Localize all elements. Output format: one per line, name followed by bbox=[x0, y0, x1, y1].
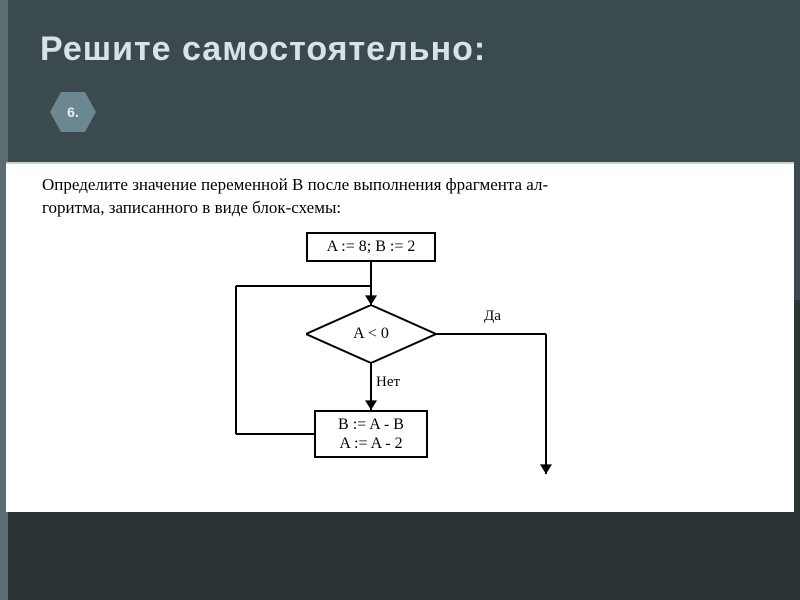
flowchart-node-body: B := A - B A := A - 2 bbox=[314, 410, 428, 458]
flowchart-node-init: A := 8; B := 2 bbox=[306, 232, 436, 262]
badge-hexagon: 6. bbox=[50, 92, 96, 132]
problem-text: Определите значение переменной В после в… bbox=[42, 174, 764, 220]
badge-number: 6. bbox=[67, 104, 79, 120]
edge-label-yes: Да bbox=[484, 308, 501, 325]
slide-title: Решите самостоятельно: bbox=[40, 30, 486, 69]
condition-text: A < 0 bbox=[353, 325, 389, 343]
body-line-1: B := A - B bbox=[338, 415, 404, 434]
edge-label-no: Нет bbox=[376, 374, 400, 391]
init-text: A := 8; B := 2 bbox=[327, 237, 416, 256]
problem-line-1: Определите значение переменной В после в… bbox=[42, 175, 548, 194]
flowchart: A := 8; B := 2 A < 0 B := A - B A := A -… bbox=[6, 226, 794, 506]
flowchart-node-condition: A < 0 bbox=[306, 305, 436, 363]
slide: Решите самостоятельно: 6. Определите зна… bbox=[0, 0, 800, 600]
flowchart-edges bbox=[6, 226, 794, 506]
body-line-2: A := A - 2 bbox=[339, 434, 402, 453]
problem-line-2: горитма, записанного в виде блок-схемы: bbox=[42, 198, 341, 217]
problem-panel: Определите значение переменной В после в… bbox=[6, 162, 794, 512]
